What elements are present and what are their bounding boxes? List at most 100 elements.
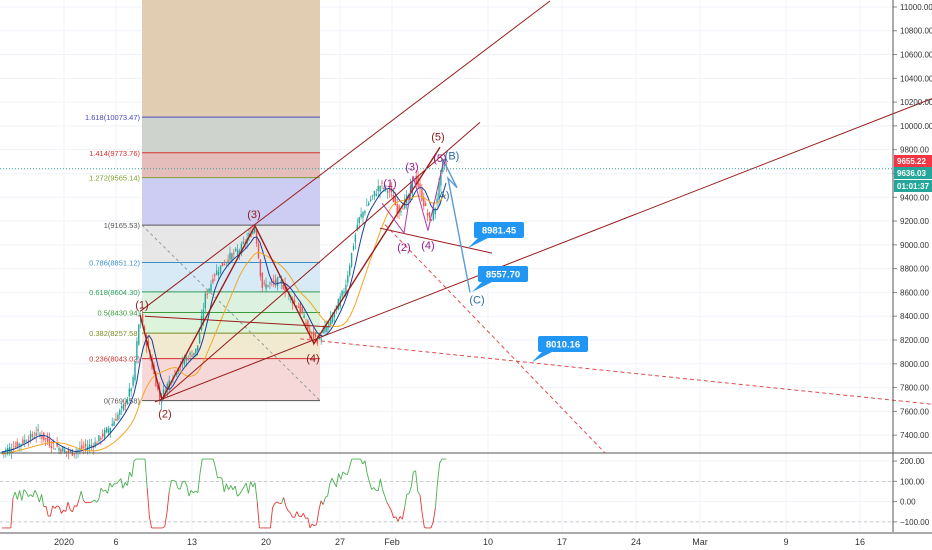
osc-tick-label: 100.00 (900, 477, 925, 486)
trend-line (144, 315, 331, 328)
candle-body (387, 191, 389, 193)
osc-segment (419, 494, 423, 514)
osc-segment (188, 490, 192, 497)
osc-segment (214, 467, 219, 479)
osc-segment (340, 471, 344, 480)
wave-label: (4) (306, 353, 319, 365)
candle-body (377, 186, 379, 191)
candle-body (43, 432, 45, 440)
fib-level-label: 0.236(8043.02) (89, 355, 140, 364)
candle-body (88, 444, 91, 448)
x-tick-label: 9 (783, 537, 788, 547)
osc-segment (399, 516, 403, 520)
fib-zone (142, 152, 320, 178)
candle-body (191, 355, 193, 357)
candle-body (65, 451, 68, 453)
fib-level-label: 0.382(8257.58) (89, 329, 140, 338)
osc-segment (71, 505, 76, 512)
wave-label: (2) (397, 242, 410, 254)
osc-segment (342, 471, 346, 475)
candle-body (248, 233, 250, 237)
osc-segment (67, 501, 71, 511)
candle-body (214, 274, 216, 277)
wave-label: (5) (433, 153, 446, 165)
fib-level-label: 1.414(9773.76) (89, 149, 140, 158)
osc-segment (371, 487, 375, 490)
channel-upper-line (139, 0, 551, 312)
candle-body (282, 284, 284, 289)
osc-segment (69, 509, 73, 513)
osc-segment (184, 480, 188, 486)
candle-body (368, 202, 370, 206)
osc-segment (186, 485, 190, 497)
osc-segment (307, 517, 311, 529)
osc-segment (272, 503, 276, 508)
target-callout: 8557.70 (472, 266, 528, 292)
candle-body (250, 233, 252, 237)
osc-segment (228, 485, 232, 490)
candle-body (369, 199, 372, 201)
candle-body (102, 433, 104, 437)
osc-tick-label: 200.00 (900, 457, 925, 466)
candle-body (254, 228, 256, 233)
osc-segment (36, 494, 40, 503)
osc-segment (129, 471, 133, 477)
osc-segment (109, 482, 113, 488)
osc-segment (111, 483, 115, 488)
osc-segment (28, 494, 31, 498)
candle-body (212, 278, 214, 283)
wave-label: (1) (135, 299, 148, 311)
candle-body (183, 360, 186, 365)
x-tick-label: 27 (335, 537, 345, 547)
osc-segment (289, 512, 293, 518)
osc-segment (193, 490, 196, 494)
osc-tick-label: 0.00 (900, 498, 916, 507)
y-tick-label: 8200.00 (900, 336, 929, 345)
candle-body (432, 209, 434, 220)
fibonacci-extension[interactable]: 1.618(10073.47) 1.414(9773.76) 1.272(9565.… (85, 0, 321, 406)
candle-body (37, 429, 39, 431)
candle-body (326, 326, 328, 333)
osc-segment (320, 500, 324, 505)
candle-body (426, 213, 429, 216)
candle-body (303, 315, 305, 319)
candle-body (330, 317, 332, 325)
candle-body (128, 388, 130, 397)
fib-level-label: 0(7690.58) (104, 397, 141, 406)
candle-body (402, 208, 404, 210)
y-tick-label: 10800.00 (900, 27, 932, 36)
y-tick-label: 9800.00 (900, 146, 929, 155)
osc-segment (311, 523, 315, 527)
price-tag-label: 9655.22 (897, 157, 926, 166)
x-tick-label: Feb (384, 537, 400, 547)
candle-body (35, 432, 37, 436)
osc-segment (366, 473, 370, 482)
osc-segment (280, 497, 285, 504)
fib-level-label: 0.618(8604.30) (89, 288, 140, 297)
osc-segment (212, 458, 216, 468)
osc-segment (316, 510, 320, 525)
candle-body (314, 333, 317, 337)
candle-body (27, 440, 30, 443)
osc-segment (168, 480, 172, 492)
y-tick-label: 10000.00 (900, 122, 932, 131)
osc-segment (368, 481, 373, 490)
candle-body (111, 423, 113, 426)
osc-segment (250, 481, 254, 487)
candle-body (419, 183, 421, 189)
callout-box (478, 266, 528, 282)
candle-body (259, 259, 262, 277)
candle-body (280, 280, 282, 283)
y-tick-label: 10200.00 (900, 98, 932, 107)
candle-body (31, 434, 34, 437)
candle-body (388, 187, 391, 192)
x-tick-label: 6 (113, 537, 118, 547)
candle-body (122, 403, 125, 410)
osc-segment (49, 505, 54, 517)
osc-segment (300, 512, 304, 517)
elliott-wave-labels: (1) (2) (3) (4) (5) (1) (2) (3) (4) (5)(B) A) (C) (135, 132, 484, 421)
candle-body (318, 335, 320, 339)
trend-drawings[interactable] (0, 0, 932, 454)
osc-segment (34, 490, 38, 496)
